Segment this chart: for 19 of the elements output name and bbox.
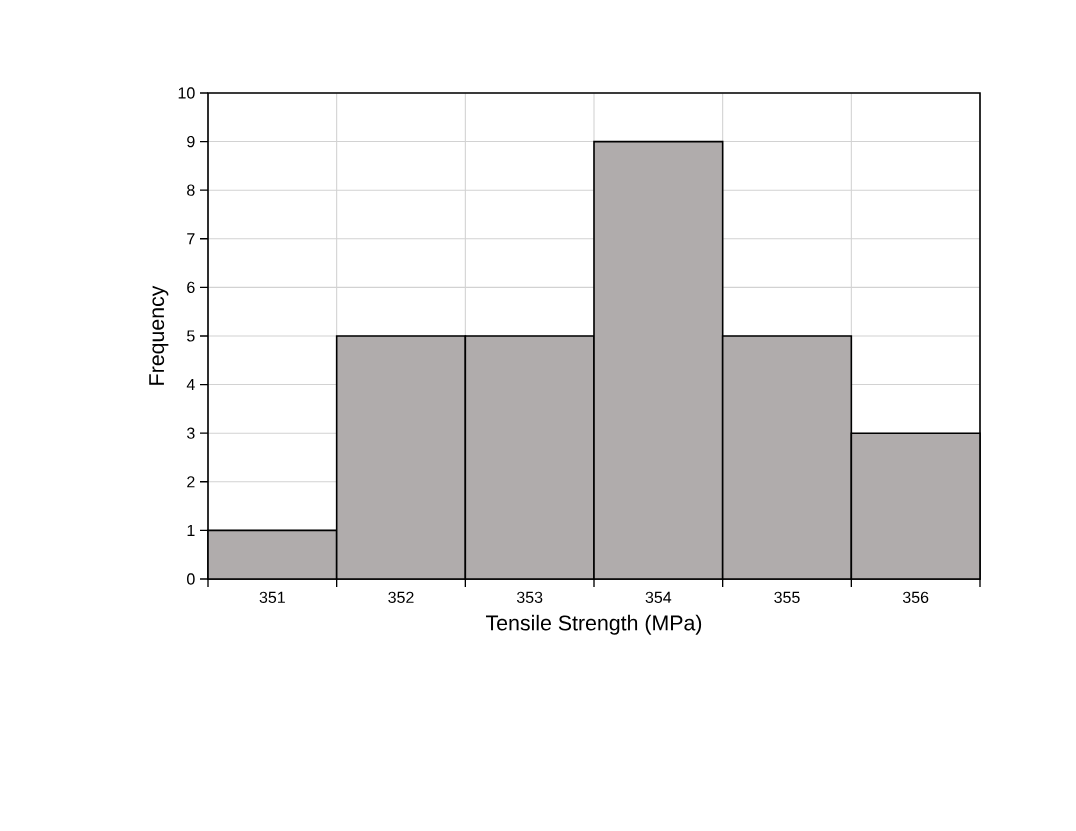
x-tick-label: 354 [645,591,672,604]
y-tick-label: 5 [187,330,195,342]
y-tick-label: 2 [187,476,195,488]
y-tick-label: 6 [187,281,195,294]
y-tick-label: 7 [187,233,195,245]
x-axis-title: Tensile Strength (MPa) [485,614,702,635]
y-tick-label: 4 [186,379,195,391]
y-tick-label: 10 [178,87,195,99]
y-tick-label: 1 [187,524,195,536]
x-tick-label: 356 [902,591,929,604]
y-tick-label: 8 [187,184,195,196]
x-tick-label: 353 [516,591,543,604]
x-tick-label: 355 [774,591,800,604]
y-tick-label: 3 [187,427,195,439]
x-tick-label: 352 [388,591,414,604]
x-tick-label: 351 [259,591,285,604]
y-axis-title: Frequency [149,285,169,385]
y-tick-label: 0 [187,573,195,585]
y-tick-label: 9 [187,135,195,148]
